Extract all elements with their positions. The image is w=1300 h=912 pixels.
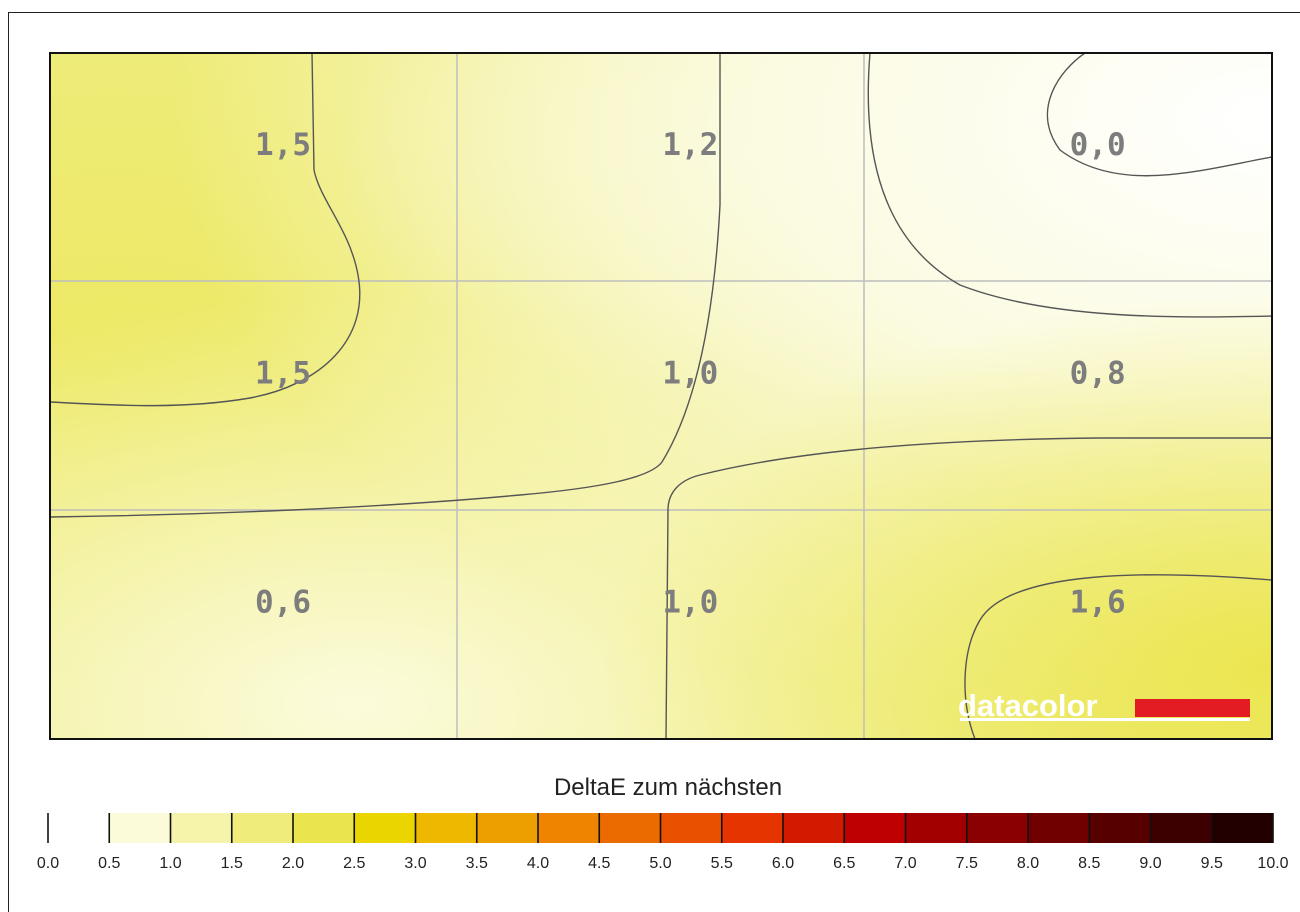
cell-value-r0-c1: 1,2 xyxy=(662,127,718,163)
contour-lines xyxy=(50,53,1272,739)
grid-lines xyxy=(50,53,1272,739)
colorbar-tick-label: 2.5 xyxy=(343,855,365,872)
colorbar-segment xyxy=(476,813,539,843)
colorbar-segment xyxy=(599,813,661,843)
cell-value-r2-c2: 1,6 xyxy=(1070,584,1126,620)
cell-value-r1-c1: 1,0 xyxy=(662,356,718,392)
colorbar-segment xyxy=(231,813,294,843)
contour-line-top-left xyxy=(50,53,361,407)
colorbar-segment xyxy=(1150,813,1213,843)
colorbar-segment xyxy=(1028,813,1090,843)
colorbar-tick-label: 2.0 xyxy=(282,855,304,872)
colorbar-tick-label: 5.0 xyxy=(649,855,671,872)
colorbar-segment xyxy=(538,813,600,843)
colorbar-tick-label: 0.5 xyxy=(98,855,120,872)
cell-labels: 1,5 1,2 0,0 1,5 1,0 0,8 0,6 1,0 1,6 xyxy=(255,127,1126,620)
plot-border xyxy=(49,52,1273,740)
cell-value-r0-c2: 0,0 xyxy=(1070,127,1126,163)
logo-text: datacolor xyxy=(958,688,1098,723)
colorbar-segment xyxy=(844,813,906,843)
colorbar-title: DeltaE zum nächsten xyxy=(554,774,782,801)
colorbar-segment xyxy=(1089,813,1151,843)
chart-frame xyxy=(8,12,1300,912)
cell-value-r2-c1: 1,0 xyxy=(662,584,718,620)
colorbar-tick-label: 1.5 xyxy=(221,855,243,872)
colorbar-tick-label: 3.5 xyxy=(466,855,488,872)
colorbar-tick-label: 3.0 xyxy=(404,855,426,872)
colorbar-segment xyxy=(721,813,784,843)
colorbar-tick-label: 6.5 xyxy=(833,855,855,872)
colorbar-segment xyxy=(48,813,110,843)
cell-value-r2-c0: 0,6 xyxy=(255,584,311,620)
colorbar-segment xyxy=(170,813,233,843)
colorbar-tick-label: 4.5 xyxy=(588,855,610,872)
colorbar-segment xyxy=(783,813,845,843)
colorbar-tick-label: 0.0 xyxy=(37,855,59,872)
heatmap-surface xyxy=(50,53,1272,739)
colorbar-tick-label: 9.0 xyxy=(1139,855,1161,872)
colorbar-tick-label: 10.0 xyxy=(1257,855,1288,872)
colorbar-tick-label: 5.5 xyxy=(711,855,733,872)
colorbar-segment xyxy=(293,813,355,843)
colorbar-segment xyxy=(660,813,723,843)
colorbar-tick-label: 7.0 xyxy=(894,855,916,872)
colorbar-segment xyxy=(109,813,171,843)
colorbar-tick-label: 6.0 xyxy=(772,855,794,872)
colorbar-segment xyxy=(354,813,416,843)
cell-value-r0-c0: 1,5 xyxy=(255,127,311,163)
colorbar-tick-label: 4.0 xyxy=(527,855,549,872)
colorbar-segment xyxy=(966,813,1029,843)
cell-value-r1-c2: 0,8 xyxy=(1070,356,1126,392)
colorbar-segment xyxy=(415,813,478,843)
logo-bar xyxy=(1135,699,1250,717)
datacolor-logo: datacolor xyxy=(958,688,1250,723)
contour-line-lower-center xyxy=(665,437,1272,739)
contour-line-top-right-outer xyxy=(867,53,1272,318)
colorbar-tick-label: 9.5 xyxy=(1201,855,1223,872)
cell-value-r1-c0: 1,5 xyxy=(255,356,311,392)
contour-line-bottom-right xyxy=(964,574,1272,739)
colorbar: 0.0 0.5 1.0 1.5 2.0 2.5 3.0 3.5 4.0 4.5 5.0 5.5 6.0 6… xyxy=(37,813,1289,872)
colorbar-tick-label: 8.5 xyxy=(1078,855,1100,872)
colorbar-tick-label: 1.0 xyxy=(159,855,181,872)
colorbar-tick-label: 8.0 xyxy=(1017,855,1039,872)
colorbar-segment xyxy=(1211,813,1274,843)
contour-line-horizontal xyxy=(50,53,721,518)
colorbar-segment xyxy=(905,813,968,843)
colorbar-tick-label: 7.5 xyxy=(956,855,978,872)
contour-line-top-right-inner xyxy=(1046,53,1272,177)
